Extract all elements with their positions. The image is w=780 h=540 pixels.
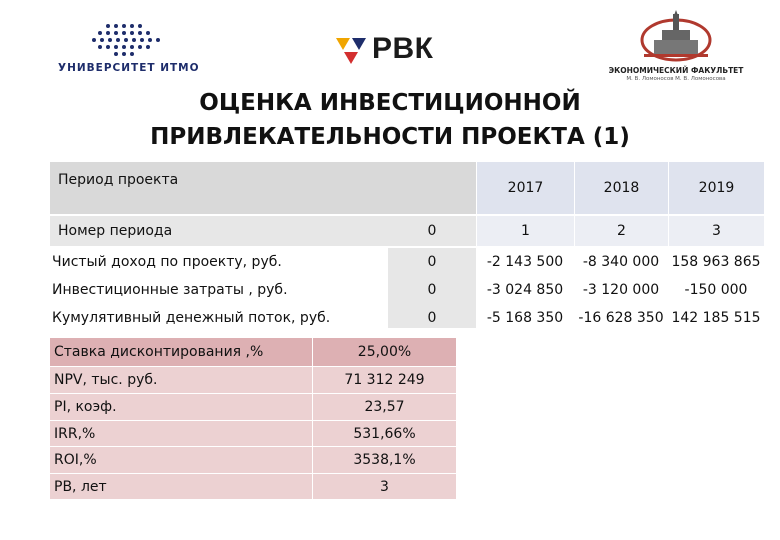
period-number-3: 3: [668, 216, 764, 246]
period-blank-cell: [388, 162, 476, 214]
row-investment-p1: -3 024 850: [486, 282, 564, 298]
row-net-income-p3: 158 963 865: [671, 254, 761, 270]
metric-value-roi: 3538,1%: [312, 446, 456, 473]
metric-label-discount-rate: Ставка дисконтирования ,%: [50, 338, 312, 366]
econ-faculty-name: ЭКОНОМИЧЕСКИЙ ФАКУЛЬТЕТ: [608, 66, 744, 75]
metric-label-roi: ROI,%: [50, 446, 312, 473]
period-year-2017: 2017: [476, 162, 574, 214]
econ-faculty-logo: ЭКОНОМИЧЕСКИЙ ФАКУЛЬТЕТ М. В. Ломоносов …: [596, 10, 756, 86]
period-number-label: Номер периода: [50, 216, 388, 246]
row-investment-p0: 0: [427, 282, 437, 298]
period-number-1: 1: [476, 216, 574, 246]
zero-column-bg: [388, 248, 476, 328]
university-building-icon: [640, 10, 712, 62]
rvk-mark-icon: [336, 38, 366, 64]
metric-label-npv: NPV, тыс. руб.: [50, 366, 312, 393]
rvk-logo: РВК: [334, 32, 464, 68]
row-cumulative-p0: 0: [427, 310, 437, 326]
metric-value-npv: 71 312 249: [312, 366, 456, 393]
page-title-line-2: ПРИВЛЕКАТЕЛЬНОСТИ ПРОЕКТА (1): [150, 124, 630, 150]
econ-faculty-subtitle: М. В. Ломоносов М. В. Ломоносова: [626, 76, 726, 82]
metric-value-irr: 531,66%: [312, 420, 456, 446]
metric-label-pi: PI, коэф.: [50, 393, 312, 420]
period-year-2019: 2019: [668, 162, 764, 214]
row-net-income-p2: -8 340 000: [582, 254, 660, 270]
row-net-income-p1: -2 143 500: [486, 254, 564, 270]
row-cumulative-p1: -5 168 350: [486, 310, 564, 326]
period-label: Период проекта: [50, 162, 388, 214]
page-title: ОЦЕНКА ИНВЕСТИЦИОННОЙ ПРИВЛЕКАТЕЛЬНОСТИ …: [0, 86, 780, 154]
row-label-investment: Инвестиционные затраты , руб.: [52, 282, 288, 298]
rvk-logo-text: РВК: [372, 32, 434, 65]
metric-value-pb: 3: [312, 473, 456, 499]
row-cumulative-p3: 142 185 515: [671, 310, 761, 326]
metric-label-irr: IRR,%: [50, 420, 312, 446]
page-title-line-1: ОЦЕНКА ИНВЕСТИЦИОННОЙ: [199, 90, 581, 116]
period-number-2: 2: [574, 216, 668, 246]
period-year-2018: 2018: [574, 162, 668, 214]
row-investment-p3: -150 000: [684, 282, 748, 298]
metric-value-discount-rate: 25,00%: [312, 338, 456, 366]
itmo-dots-icon: [92, 24, 160, 56]
period-number-0: 0: [388, 216, 476, 246]
itmo-logo: УНИВЕРСИТЕТ ИТМО: [58, 22, 200, 77]
itmo-logo-text: УНИВЕРСИТЕТ ИТМО: [58, 62, 200, 74]
row-label-net-income: Чистый доход по проекту, руб.: [52, 254, 282, 270]
row-label-cumulative: Кумулятивный денежный поток, руб.: [52, 310, 331, 326]
row-net-income-p0: 0: [427, 254, 437, 270]
row-investment-p2: -3 120 000: [582, 282, 660, 298]
metric-value-pi: 23,57: [312, 393, 456, 420]
row-cumulative-p2: -16 628 350: [578, 310, 664, 326]
metric-label-pb: PB, лет: [50, 473, 312, 499]
